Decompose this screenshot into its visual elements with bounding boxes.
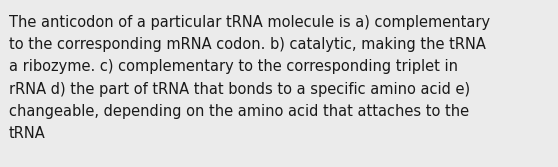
Text: The anticodon of a particular tRNA molecule is a) complementary
to the correspon: The anticodon of a particular tRNA molec…	[9, 15, 490, 141]
